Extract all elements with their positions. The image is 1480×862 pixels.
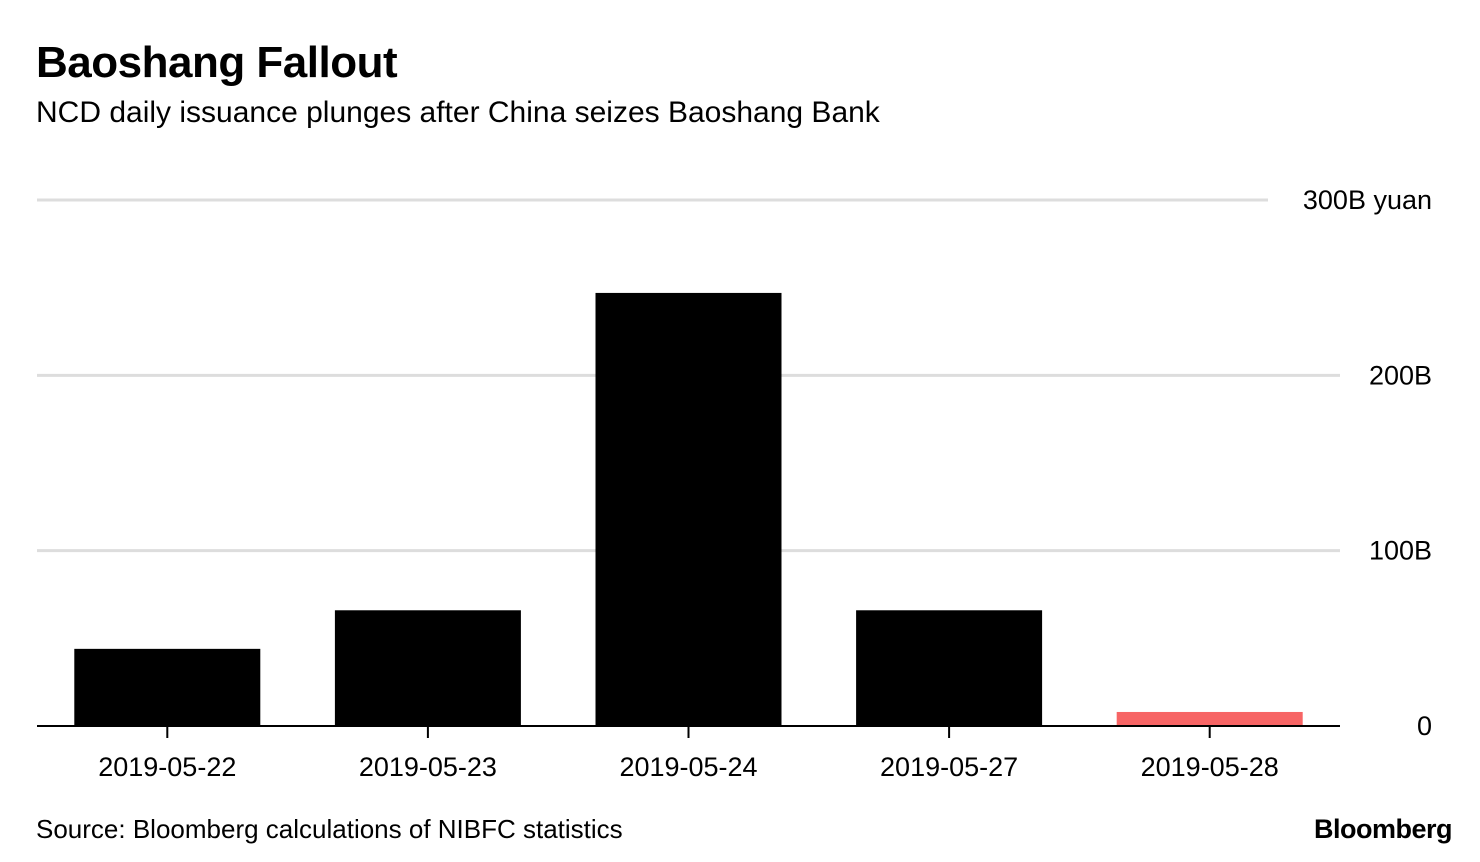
source-note: Source: Bloomberg calculations of NIBFC … <box>36 814 623 844</box>
y-tick-label: 100B <box>1369 536 1432 566</box>
bar-2019-05-24 <box>595 292 782 726</box>
bloomberg-logo: Bloomberg <box>1313 814 1453 844</box>
x-tick-label: 2019-05-28 <box>1141 752 1279 782</box>
y-tick-label: 0 <box>1417 711 1432 741</box>
x-tick-label: 2019-05-24 <box>619 752 757 782</box>
y-tick-label: 300B yuan <box>1303 185 1432 215</box>
bar-2019-05-27 <box>856 610 1043 726</box>
x-tick-label: 2019-05-22 <box>98 752 236 782</box>
bar-2019-05-28 <box>1116 711 1303 726</box>
bar-2019-05-23 <box>334 610 521 726</box>
y-tick-label: 200B <box>1369 360 1432 390</box>
bars <box>74 292 1303 726</box>
bar-2019-05-22 <box>74 648 261 726</box>
chart-title: Baoshang Fallout <box>36 38 398 87</box>
chart-subtitle: NCD daily issuance plunges after China s… <box>36 96 880 129</box>
x-tick-label: 2019-05-27 <box>880 752 1018 782</box>
x-axis: 2019-05-22 2019-05-23 2019-05-24 2019-05-27… <box>37 725 1340 782</box>
y-axis-labels: 0 100B 200B 300B yuan <box>1303 185 1432 741</box>
x-tick-label: 2019-05-23 <box>359 752 497 782</box>
